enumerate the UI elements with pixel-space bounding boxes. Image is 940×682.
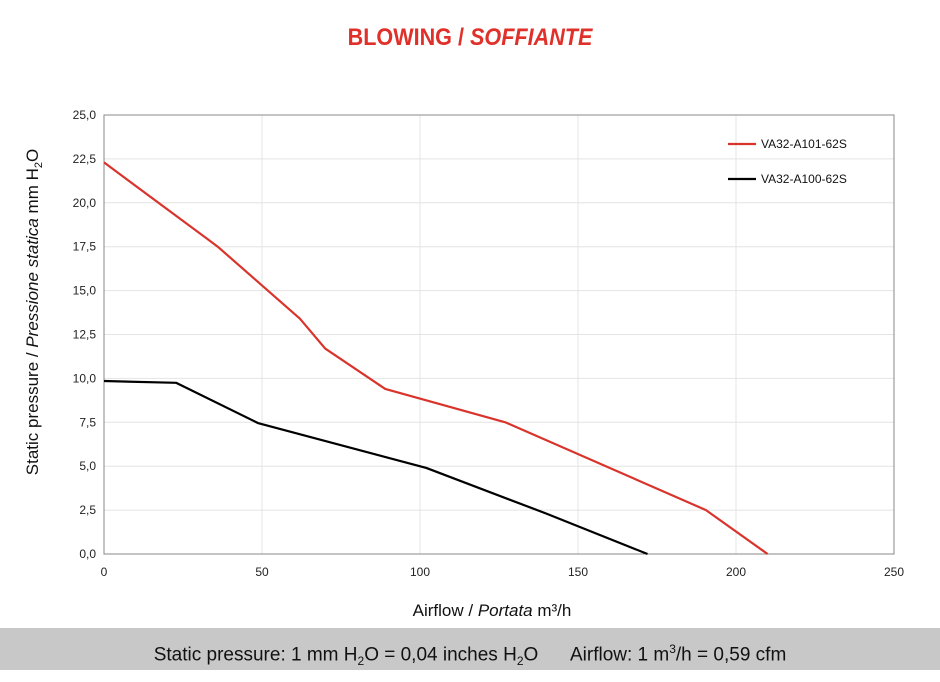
x-tick-label: 0 <box>101 565 108 579</box>
footer-airflow-a: Airflow: 1 m <box>569 644 670 666</box>
footer-airflow-b: /h = 0,59 cfm <box>675 644 787 666</box>
footer-sub1: 2 <box>357 654 365 669</box>
series-line-va32-a101-62s <box>103 161 769 555</box>
x-tick-label: 50 <box>255 565 269 579</box>
y-tick-label: 2,5 <box>79 503 96 517</box>
y-tick-label: 10,0 <box>73 371 97 385</box>
x-tick-label: 250 <box>884 565 904 579</box>
chart-title: BLOWING / SOFFIANTE <box>47 24 893 52</box>
x-tick-label: 150 <box>568 565 588 579</box>
footer-pressure-a: Static pressure: 1 mm H <box>153 644 358 666</box>
x-tick-label: 100 <box>410 565 430 579</box>
footer-sub2: 2 <box>516 654 524 669</box>
y-tick-label: 0,0 <box>79 547 96 561</box>
series-line-va32-a100-62s <box>103 379 648 556</box>
y-tick-label: 17,5 <box>73 240 97 254</box>
legend-label: VA32-A101-62S <box>761 137 847 151</box>
title-sep: / <box>451 24 470 51</box>
title-main: BLOWING <box>347 24 452 51</box>
y-axis-label: Static pressure / Pressione statica mm H… <box>23 149 45 475</box>
y-tick-label: 20,0 <box>73 196 97 210</box>
x-tick-label: 200 <box>726 565 746 579</box>
y-tick-label: 7,5 <box>79 415 96 429</box>
y-tick-label: 22,5 <box>73 152 97 166</box>
footer-sup: 3 <box>669 642 676 656</box>
x-axis-label: Airflow / Portata m³/h <box>413 601 572 620</box>
y-tick-label: 15,0 <box>73 284 97 298</box>
footer-conversion: Static pressure: 1 mm H2O = 0,04 inches … <box>0 628 940 670</box>
y-tick-label: 5,0 <box>79 459 96 473</box>
plot-frame <box>103 114 895 555</box>
footer-pressure-b: O = 0,04 inches H <box>364 644 517 666</box>
chart: 0,0 2,5 5,0 7,5 10,0 12,5 15,0 17,5 20,0 22,5 25,0… <box>23 108 904 620</box>
y-tick-label: 25,0 <box>73 108 97 122</box>
footer-pressure-c: O <box>523 644 539 666</box>
title-italic: SOFFIANTE <box>470 24 593 51</box>
y-tick-label: 12,5 <box>73 328 97 342</box>
legend-label: VA32-A100-62S <box>761 172 847 186</box>
